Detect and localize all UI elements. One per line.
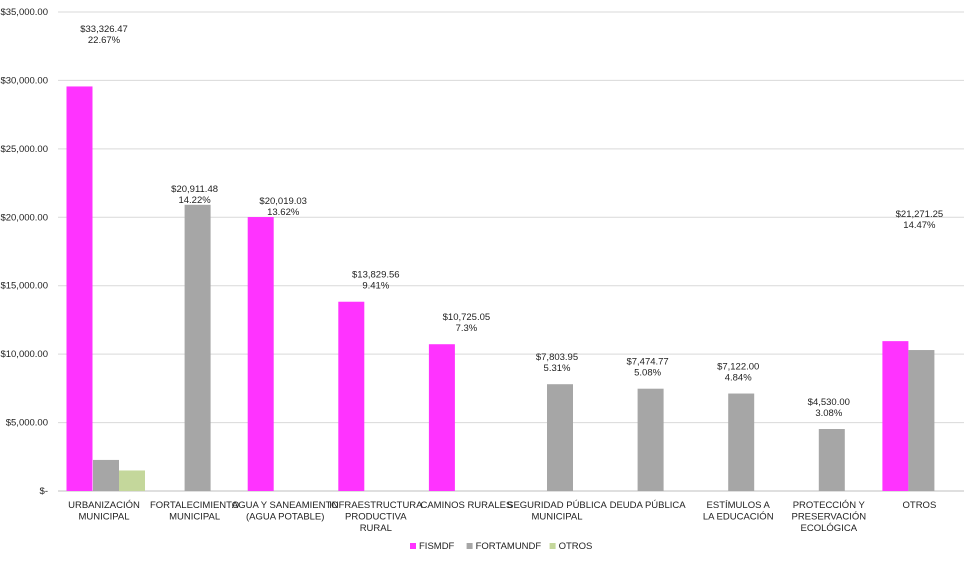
- y-tick-label: $30,000.00: [0, 75, 48, 86]
- legend-swatch: [466, 543, 473, 549]
- bar-fortamundf: [818, 429, 845, 491]
- category-label: PRESERVACIÓN: [791, 512, 866, 523]
- bar-fortamundf: [728, 393, 755, 491]
- data-label: 7.3%: [456, 323, 478, 334]
- y-tick-label: $-: [40, 486, 48, 497]
- category-label: FORTALECIMIENTO: [150, 500, 239, 511]
- bar-fismdf: [66, 86, 93, 491]
- category-label: MUNICIPAL: [531, 512, 582, 523]
- legend-label: OTROS: [559, 541, 593, 552]
- bar-fortamundf: [547, 384, 573, 491]
- bar-otros: [119, 470, 145, 491]
- bar-fortamundf: [908, 350, 935, 491]
- data-label: $13,829.56: [352, 270, 400, 281]
- data-label: $4,530.00: [808, 397, 850, 408]
- data-label: $10,725.05: [443, 312, 491, 323]
- category-label: OTROS: [903, 500, 937, 511]
- legend-label: FISMDF: [419, 541, 455, 552]
- category-label: LA EDUCACIÓN: [703, 512, 774, 523]
- category-label: URBANIZACIÓN: [68, 500, 140, 511]
- category-label: CAMINOS RURALES: [420, 500, 512, 511]
- y-tick-label: $35,000.00: [0, 7, 48, 18]
- category-label: ECOLÓGICA: [801, 523, 858, 534]
- legend-swatch: [549, 543, 556, 549]
- bar-fortamundf: [93, 459, 119, 491]
- data-label: 3.08%: [815, 408, 842, 419]
- category-label: MUNICIPAL: [78, 512, 129, 523]
- data-label: $7,803.95: [536, 352, 578, 363]
- data-label: $20,911.48: [171, 184, 218, 195]
- data-label: $7,474.77: [626, 357, 668, 368]
- bar-fismdf: [428, 344, 455, 491]
- category-label: MUNICIPAL: [169, 512, 220, 523]
- data-label: $20,019.03: [259, 196, 307, 207]
- data-label: 5.08%: [634, 368, 661, 379]
- category-label: (AGUA POTABLE): [246, 512, 324, 523]
- legend-swatch: [410, 543, 416, 549]
- category-label: INFRAESTRUCTURA: [329, 500, 423, 511]
- data-label: $33,326.47: [80, 24, 128, 35]
- data-label: 13.62%: [267, 207, 300, 218]
- category-label: DEUDA PÚBLICA: [610, 500, 687, 511]
- data-label: $21,271.25: [896, 209, 944, 220]
- y-tick-label: $5,000.00: [6, 418, 48, 429]
- y-tick-label: $20,000.00: [0, 212, 48, 223]
- data-label: 4.84%: [725, 373, 752, 384]
- bar-fismdf: [882, 341, 909, 491]
- data-label: 14.22%: [178, 195, 211, 206]
- category-label: AGUA Y SANEAMIENTO: [232, 500, 339, 511]
- bar-fortamundf: [184, 204, 211, 491]
- data-label: 5.31%: [544, 363, 571, 374]
- y-tick-label: $15,000.00: [0, 281, 48, 292]
- bar-fortamundf: [637, 388, 664, 491]
- category-label: PROTECCIÓN Y: [793, 500, 866, 511]
- y-tick-label: $25,000.00: [0, 144, 48, 155]
- data-label: 22.67%: [88, 35, 121, 46]
- bar-fismdf: [247, 217, 274, 491]
- data-label: $7,122.00: [717, 362, 759, 373]
- category-label: ESTÍMULOS A: [707, 500, 771, 511]
- legend-label: FORTAMUNDF: [476, 541, 542, 552]
- data-label: 14.47%: [903, 220, 936, 231]
- category-label: RURAL: [360, 523, 392, 534]
- category-label: PRODUCTIVA: [345, 512, 407, 523]
- y-tick-label: $10,000.00: [0, 349, 48, 360]
- data-label: 9.41%: [362, 281, 389, 292]
- category-label: SEGURIDAD PÚBLICA: [507, 500, 607, 511]
- bar-fismdf: [338, 301, 365, 491]
